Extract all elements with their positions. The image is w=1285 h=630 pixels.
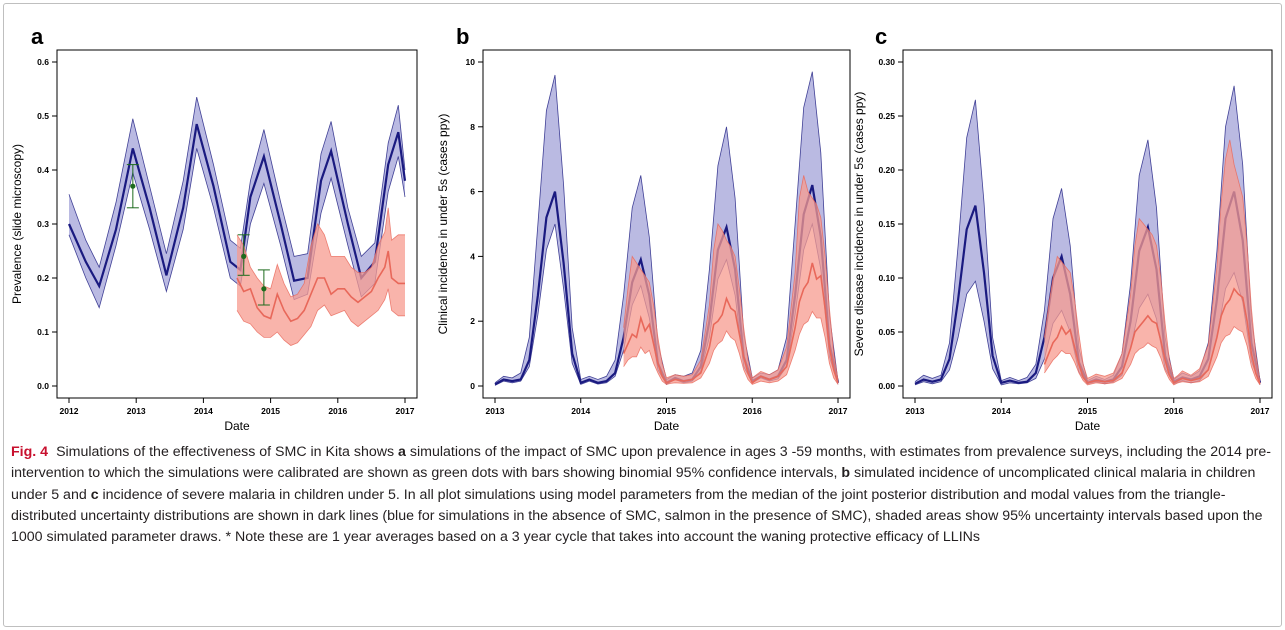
panel-letter-a: a [31, 24, 44, 49]
median-line-smc [236, 250, 405, 323]
y-tick-label: 4 [470, 251, 475, 261]
x-tick-label: 2013 [486, 406, 505, 416]
survey-point [261, 286, 267, 292]
caption-figure-label: Fig. 4 [11, 444, 49, 460]
figure-frame [3, 3, 1282, 627]
x-tick-label: 2012 [60, 406, 79, 416]
y-tick-label: 0.25 [878, 111, 895, 121]
survey-point [130, 183, 136, 189]
plot-area [914, 85, 1262, 386]
band-upper-edge-no_smc [68, 97, 406, 269]
caption-panel-ref-b: b [841, 465, 851, 482]
y-tick-label: 0.30 [878, 57, 895, 67]
figure-caption: Fig. 4 Simulations of the effectiveness o… [11, 442, 1273, 548]
x-axis-title: Date [224, 419, 250, 433]
chart-panel-a: a 2012 2013 2014 2015 2016 2017 0.0 0.1 0.2 0.3 0.4… [10, 24, 418, 433]
y-tick-label: 10 [466, 57, 476, 67]
caption-panel-ref-a: a [398, 444, 406, 460]
band-lower-edge-smc [1044, 326, 1261, 386]
x-tick-label: 2014 [571, 406, 590, 416]
y-tick-label: 0.2 [37, 273, 49, 283]
x-tick-label: 2014 [194, 406, 213, 416]
figure-charts: a 2012 2013 2014 2015 2016 2017 0.0 0.1 0.2 0.3 0.4… [10, 24, 1273, 433]
y-axis-title: Prevalence (slide microscopy) [10, 144, 24, 304]
x-tick-label: 2015 [261, 406, 280, 416]
x-tick-label: 2016 [743, 406, 762, 416]
x-tick-label: 2015 [657, 406, 676, 416]
band-upper-edge-smc [236, 207, 405, 298]
panel-letter-c: c [875, 24, 887, 49]
panel-letter-b: b [456, 24, 469, 49]
band-upper-edge-smc [1044, 139, 1261, 381]
uncertainty-band-smc [623, 175, 838, 385]
y-tick-label: 8 [470, 122, 475, 132]
x-tick-label: 2015 [1078, 406, 1097, 416]
survey-point [241, 253, 247, 259]
y-tick-label: 0.1 [37, 327, 49, 337]
chart-panel-b: b 2013 2014 2015 2016 2017 0 2 4 6 8 10 Date Clinical… [436, 24, 851, 433]
caption-text-3: simulated incidence of uncomplicated cli… [11, 465, 1256, 503]
x-axis-title: Date [654, 419, 680, 433]
x-tick-label: 2017 [396, 406, 415, 416]
median-line-smc [622, 262, 839, 385]
y-tick-label: 0.6 [37, 57, 49, 67]
y-axis-title: Clinical incidence in under 5s (cases pp… [436, 114, 450, 335]
band-upper-edge-smc [623, 175, 839, 380]
median-line-smc [1043, 287, 1261, 385]
plot-area [67, 97, 407, 346]
x-tick-label: 2014 [992, 406, 1011, 416]
band-lower-edge-smc [236, 288, 405, 346]
uncertainty-band-smc [237, 207, 405, 346]
band-lower-edge-smc [623, 310, 839, 385]
y-tick-label: 0.3 [37, 219, 49, 229]
x-tick-label: 2017 [1251, 406, 1270, 416]
y-tick-label: 0.10 [878, 273, 895, 283]
uncertainty-band-smc [1044, 139, 1260, 385]
plot-area [494, 71, 840, 386]
x-axis-title: Date [1075, 419, 1101, 433]
y-tick-label: 0.00 [878, 381, 895, 391]
y-tick-label: 0.15 [878, 219, 895, 229]
y-tick-label: 0.0 [37, 381, 49, 391]
caption-text-1: Simulations of the effectiveness of SMC … [56, 444, 399, 460]
y-tick-label: 6 [470, 187, 475, 197]
caption-text-4: incidence of severe malaria in children … [11, 486, 1263, 546]
x-tick-label: 2016 [1164, 406, 1183, 416]
caption-text-2: simulations of the impact of SMC upon pr… [11, 444, 1272, 482]
x-tick-label: 2013 [906, 406, 925, 416]
x-tick-label: 2016 [328, 406, 347, 416]
y-tick-label: 0.4 [37, 165, 49, 175]
y-tick-label: 0.05 [878, 327, 895, 337]
y-tick-label: 2 [470, 316, 475, 326]
x-tick-label: 2013 [127, 406, 146, 416]
x-tick-label: 2017 [829, 406, 848, 416]
chart-panel-c: c 2013 2014 2015 2016 2017 0.00 0.05 0.10 0.15 0.2… [852, 24, 1273, 433]
y-tick-label: 0 [470, 381, 475, 391]
y-axis-title: Severe disease incidence in under 5s (ca… [852, 92, 866, 357]
y-tick-label: 0.20 [878, 165, 895, 175]
y-tick-label: 0.5 [37, 111, 49, 121]
caption-panel-ref-c: c [90, 486, 99, 503]
